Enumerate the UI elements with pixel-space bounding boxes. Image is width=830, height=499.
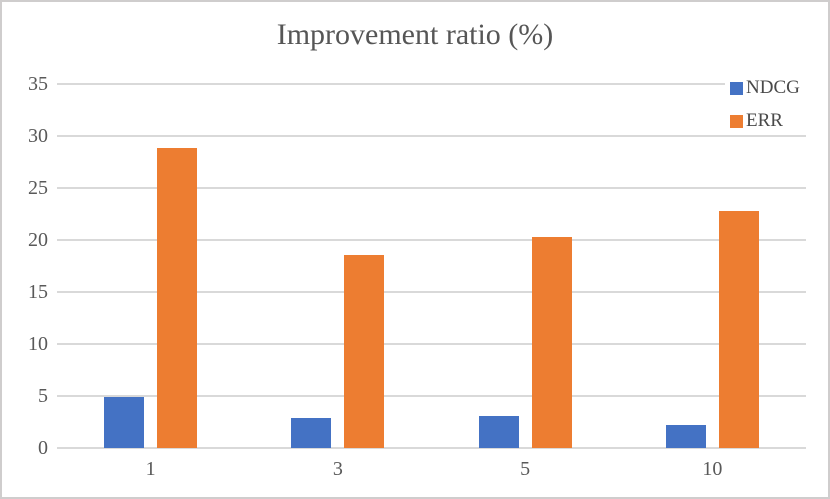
y-tick-label-0: 0 bbox=[38, 437, 48, 459]
x-tick-label-5: 5 bbox=[520, 458, 531, 480]
bar-ndcg-10 bbox=[665, 425, 706, 448]
x-tick-label-3: 3 bbox=[332, 458, 343, 480]
bar-group-5 bbox=[432, 84, 619, 448]
y-tick-label-15: 15 bbox=[28, 281, 48, 303]
gridline-y-30 bbox=[57, 135, 806, 137]
gridline-y-25 bbox=[57, 187, 806, 189]
bar-err-3 bbox=[344, 254, 385, 448]
gridline-y-15 bbox=[57, 291, 806, 293]
bar-group-1 bbox=[57, 84, 244, 448]
x-tick-label-1: 1 bbox=[145, 458, 156, 480]
y-tick-label-30: 30 bbox=[28, 125, 48, 147]
legend-item-ndcg: NDCG bbox=[730, 77, 800, 98]
y-tick-label-20: 20 bbox=[28, 229, 48, 251]
legend-swatch-icon bbox=[730, 81, 743, 95]
bar-err-1 bbox=[157, 148, 198, 448]
x-tick-label-10: 10 bbox=[702, 458, 723, 480]
legend-label: ERR bbox=[746, 110, 783, 131]
bar-group-3 bbox=[244, 84, 431, 448]
gridline-y-35 bbox=[57, 83, 806, 85]
legend-label: NDCG bbox=[746, 77, 800, 98]
y-tick-label-35: 35 bbox=[28, 73, 48, 95]
legend-item-err: ERR bbox=[730, 110, 800, 131]
bar-ndcg-5 bbox=[478, 415, 519, 448]
plot-area bbox=[57, 83, 806, 449]
gridline-y-5 bbox=[57, 395, 806, 397]
y-tick-label-25: 25 bbox=[28, 177, 48, 199]
y-tick-label-10: 10 bbox=[28, 333, 48, 355]
y-tick-label-5: 5 bbox=[38, 385, 48, 407]
legend-swatch-icon bbox=[730, 114, 743, 128]
gridline-y-10 bbox=[57, 343, 806, 345]
bar-ndcg-3 bbox=[291, 417, 332, 448]
bar-err-10 bbox=[718, 210, 759, 448]
legend: NDCG ERR bbox=[725, 74, 806, 135]
bar-ndcg-1 bbox=[104, 397, 145, 448]
bar-err-5 bbox=[531, 236, 572, 448]
gridline-y-0 bbox=[57, 447, 806, 449]
gridline-y-20 bbox=[57, 239, 806, 241]
bar-group-10 bbox=[619, 84, 806, 448]
chart-title: Improvement ratio (%) bbox=[276, 18, 554, 51]
